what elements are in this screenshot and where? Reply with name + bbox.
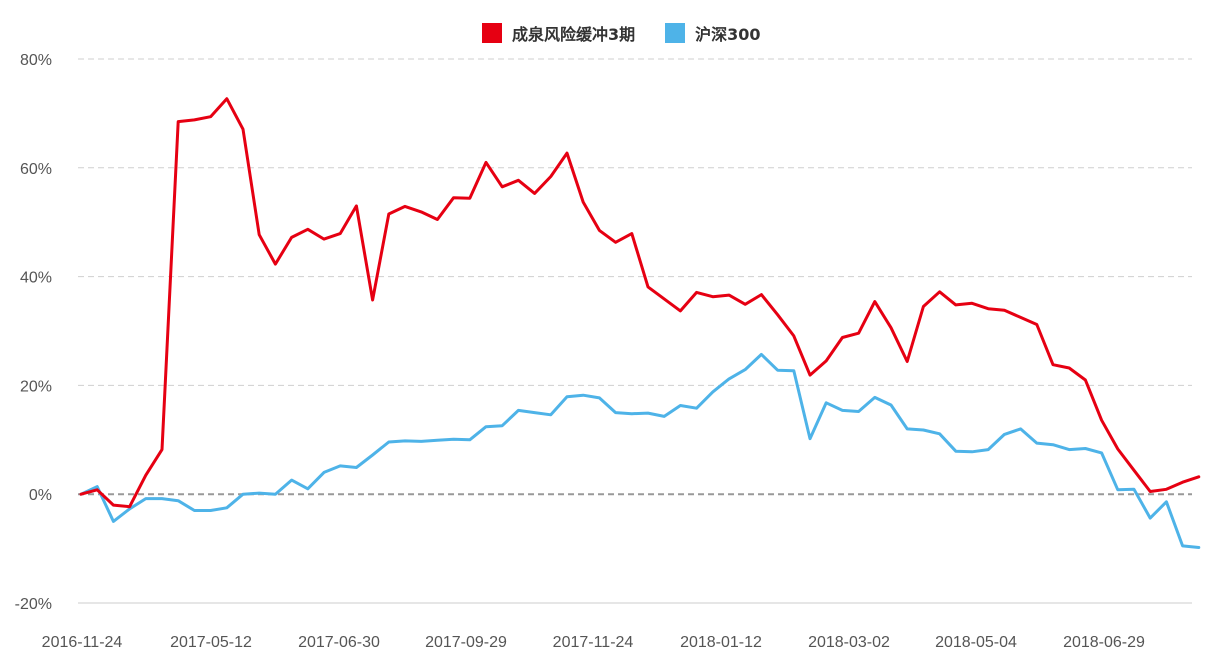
x-axis-tick-labels: 2016-11-24 2017-05-12 2017-06-30 2017-09-29… bbox=[42, 634, 1145, 651]
legend-item-series-1[interactable]: 成泉风险缓冲3期 bbox=[482, 21, 635, 45]
x-tick-label-7: 2018-05-04 bbox=[935, 634, 1017, 651]
y-tick-label-1: 0% bbox=[29, 487, 52, 504]
y-tick-label-0: -20% bbox=[15, 596, 52, 613]
x-tick-label-2: 2017-06-30 bbox=[298, 634, 380, 651]
x-tick-label-8: 2018-06-29 bbox=[1063, 634, 1145, 651]
legend-item-series-2[interactable]: 沪深300 bbox=[665, 21, 761, 45]
x-tick-label-6: 2018-03-02 bbox=[808, 634, 890, 651]
legend: 成泉风险缓冲3期 沪深300 bbox=[482, 21, 791, 45]
x-tick-label-0: 2016-11-24 bbox=[42, 634, 123, 651]
y-tick-label-2: 20% bbox=[20, 378, 52, 395]
series-line-2[interactable] bbox=[79, 352, 1201, 549]
x-tick-label-4: 2017-11-24 bbox=[553, 634, 634, 651]
legend-label-series-1: 成泉风险缓冲3期 bbox=[512, 25, 636, 44]
series-line-1[interactable] bbox=[79, 97, 1201, 509]
legend-label-series-2: 沪深300 bbox=[695, 25, 761, 44]
legend-swatch-series-1 bbox=[482, 23, 502, 43]
y-tick-label-4: 60% bbox=[20, 161, 52, 178]
x-tick-label-3: 2017-09-29 bbox=[425, 634, 507, 651]
series-lines bbox=[79, 97, 1201, 549]
x-tick-label-1: 2017-05-12 bbox=[170, 634, 252, 651]
legend-swatch-series-2 bbox=[665, 23, 686, 43]
x-tick-label-5: 2018-01-12 bbox=[680, 634, 762, 651]
y-axis-tick-labels: -20% 0% 20% 40% 60% 80% bbox=[15, 52, 52, 613]
y-tick-label-5: 80% bbox=[20, 52, 52, 69]
y-tick-label-3: 40% bbox=[20, 270, 52, 287]
